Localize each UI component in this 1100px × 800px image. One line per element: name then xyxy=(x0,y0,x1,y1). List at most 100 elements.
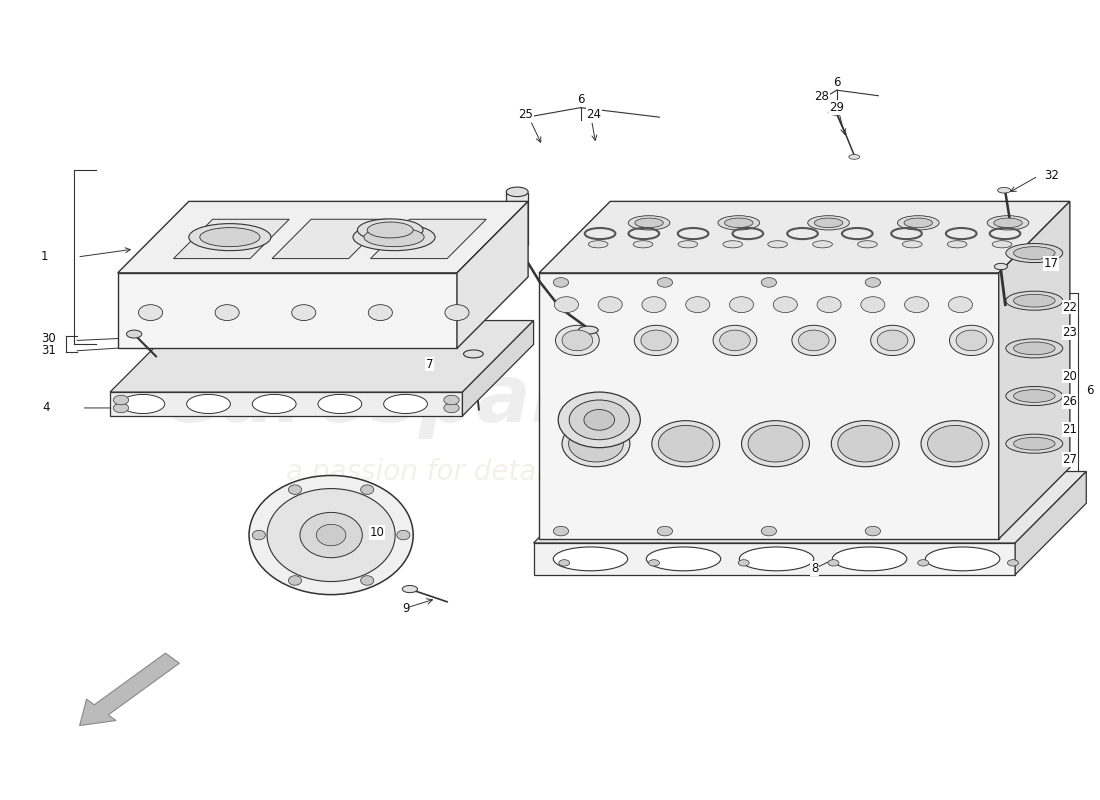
Ellipse shape xyxy=(554,297,579,313)
Ellipse shape xyxy=(861,297,884,313)
Polygon shape xyxy=(462,321,534,416)
Ellipse shape xyxy=(817,297,842,313)
Ellipse shape xyxy=(949,326,993,355)
Ellipse shape xyxy=(368,305,393,321)
Ellipse shape xyxy=(738,560,749,566)
Text: 32: 32 xyxy=(1044,170,1058,182)
Ellipse shape xyxy=(288,576,301,586)
Ellipse shape xyxy=(553,547,628,571)
Text: 26: 26 xyxy=(1063,395,1077,408)
Ellipse shape xyxy=(1005,386,1063,406)
Ellipse shape xyxy=(925,547,1000,571)
Ellipse shape xyxy=(1013,294,1055,307)
Text: a passion for detail: a passion for detail xyxy=(286,458,551,486)
Ellipse shape xyxy=(849,154,860,159)
Text: 31: 31 xyxy=(42,344,56,358)
Text: 24: 24 xyxy=(586,107,602,121)
Ellipse shape xyxy=(642,297,666,313)
Ellipse shape xyxy=(252,394,296,414)
Ellipse shape xyxy=(189,224,271,250)
Ellipse shape xyxy=(718,216,760,230)
Ellipse shape xyxy=(658,278,672,287)
Ellipse shape xyxy=(635,326,678,355)
Ellipse shape xyxy=(993,218,1022,228)
Polygon shape xyxy=(110,392,462,416)
Ellipse shape xyxy=(113,403,129,413)
Ellipse shape xyxy=(739,547,814,571)
Ellipse shape xyxy=(579,326,598,334)
Ellipse shape xyxy=(187,394,230,414)
Ellipse shape xyxy=(877,330,908,350)
Ellipse shape xyxy=(216,305,239,321)
Ellipse shape xyxy=(685,297,710,313)
Ellipse shape xyxy=(921,421,989,466)
Ellipse shape xyxy=(635,218,663,228)
Ellipse shape xyxy=(723,241,743,248)
Ellipse shape xyxy=(748,426,803,462)
Ellipse shape xyxy=(719,330,750,350)
Text: 17: 17 xyxy=(1044,257,1059,270)
Ellipse shape xyxy=(318,394,362,414)
Text: 23: 23 xyxy=(1063,326,1077,339)
Text: 6: 6 xyxy=(576,93,584,106)
Polygon shape xyxy=(539,202,1070,273)
Ellipse shape xyxy=(634,241,653,248)
Ellipse shape xyxy=(562,421,630,466)
Polygon shape xyxy=(456,202,528,348)
Ellipse shape xyxy=(358,219,424,241)
Ellipse shape xyxy=(353,224,436,250)
Ellipse shape xyxy=(927,426,982,462)
Ellipse shape xyxy=(588,241,608,248)
Ellipse shape xyxy=(113,395,129,405)
Text: 9: 9 xyxy=(402,602,409,614)
Ellipse shape xyxy=(443,395,459,405)
Ellipse shape xyxy=(904,297,928,313)
Ellipse shape xyxy=(761,278,777,287)
Ellipse shape xyxy=(987,216,1028,230)
Ellipse shape xyxy=(1013,342,1055,354)
Ellipse shape xyxy=(828,560,839,566)
Ellipse shape xyxy=(506,187,528,197)
Ellipse shape xyxy=(994,263,1008,270)
Polygon shape xyxy=(534,543,1015,574)
Ellipse shape xyxy=(292,305,316,321)
Ellipse shape xyxy=(139,305,163,321)
Ellipse shape xyxy=(904,218,933,228)
Ellipse shape xyxy=(866,278,880,287)
Polygon shape xyxy=(506,194,528,245)
Text: eurospares: eurospares xyxy=(164,361,673,439)
Ellipse shape xyxy=(444,305,469,321)
Ellipse shape xyxy=(384,394,428,414)
Ellipse shape xyxy=(509,217,525,226)
Ellipse shape xyxy=(658,426,713,462)
Ellipse shape xyxy=(1013,438,1055,450)
Ellipse shape xyxy=(562,330,593,350)
Ellipse shape xyxy=(1013,390,1055,402)
Ellipse shape xyxy=(598,297,623,313)
Ellipse shape xyxy=(443,403,459,413)
Ellipse shape xyxy=(569,426,624,462)
Ellipse shape xyxy=(463,350,483,358)
Text: 8: 8 xyxy=(811,562,818,575)
Ellipse shape xyxy=(947,241,967,248)
Ellipse shape xyxy=(833,547,906,571)
Ellipse shape xyxy=(658,526,672,536)
Text: 7: 7 xyxy=(426,358,433,370)
Ellipse shape xyxy=(649,560,659,566)
Ellipse shape xyxy=(799,330,829,350)
Ellipse shape xyxy=(652,421,719,466)
Text: 27: 27 xyxy=(1063,453,1077,466)
Ellipse shape xyxy=(838,426,892,462)
Polygon shape xyxy=(371,219,486,258)
Ellipse shape xyxy=(569,400,629,440)
Ellipse shape xyxy=(367,222,414,238)
Polygon shape xyxy=(999,202,1070,539)
Ellipse shape xyxy=(1005,434,1063,454)
Ellipse shape xyxy=(559,560,570,566)
Ellipse shape xyxy=(584,410,615,430)
Polygon shape xyxy=(110,321,534,392)
Text: 1: 1 xyxy=(41,250,48,263)
Ellipse shape xyxy=(898,216,939,230)
Polygon shape xyxy=(539,273,999,539)
Ellipse shape xyxy=(397,530,410,540)
